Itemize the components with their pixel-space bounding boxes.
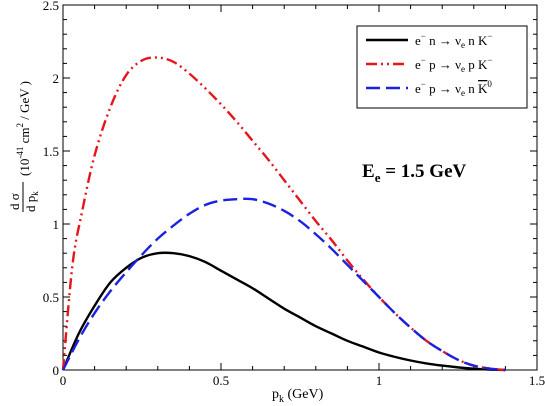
y-tick-label: 2.5: [43, 0, 59, 13]
x-axis-label-main: p: [272, 387, 279, 402]
annotation-main: E: [362, 161, 375, 182]
legend-label-3: e− p → νe n K0: [415, 79, 492, 98]
y-unit-exp1: -41: [15, 147, 25, 159]
axis-ticks: 0 0.5 1 1.5 0 0.5 1 1.5 2 2.5: [43, 0, 545, 388]
y-tick-label: 0: [53, 363, 60, 378]
y-tick-label: 2: [53, 71, 60, 86]
y-unit-a: (10: [17, 159, 32, 176]
x-axis-label-sub: k: [279, 394, 284, 405]
series-layer: [61, 56, 506, 372]
y-axis-label: d σ d pk (10-41 cm2 / GeV ): [7, 81, 40, 212]
annotation-rest: = 1.5 GeV: [380, 161, 466, 182]
y-unit-b: cm: [17, 128, 32, 147]
x-tick-label: 1: [376, 373, 383, 388]
legend-label-1: e− n → νe n K−: [415, 31, 492, 50]
y-tick-label: 1: [53, 217, 60, 232]
x-tick-label: 1.5: [529, 373, 545, 388]
x-tick-label: 0.5: [213, 373, 229, 388]
legend-label-2: e− p → νe p K−: [415, 55, 492, 74]
legend: e− n → νe n K− e− p → νe p K− e− p → νe n …: [356, 25, 528, 109]
y-label-den-main: d p: [23, 196, 38, 212]
y-label-denominator: d pk: [23, 191, 40, 212]
annotation-sub: e: [375, 170, 381, 185]
y-label-den-sub: k: [30, 191, 40, 196]
energy-annotation: Ee = 1.5 GeV: [362, 161, 467, 185]
y-label-units: (10-41 cm2 / GeV ): [15, 81, 32, 176]
y-tick-label: 1.5: [43, 144, 59, 159]
x-axis-label: pk (GeV): [272, 387, 324, 405]
x-axis-label-unit: (GeV): [284, 387, 324, 402]
y-tick-label: 0.5: [43, 290, 59, 305]
y-unit-exp2: 2: [15, 123, 25, 128]
y-unit-c: / GeV ): [17, 81, 32, 123]
series-line-3: [61, 197, 506, 372]
x-tick-label: 0: [60, 373, 67, 388]
y-label-numerator: d σ: [7, 193, 22, 210]
series-line-2: [61, 56, 506, 372]
